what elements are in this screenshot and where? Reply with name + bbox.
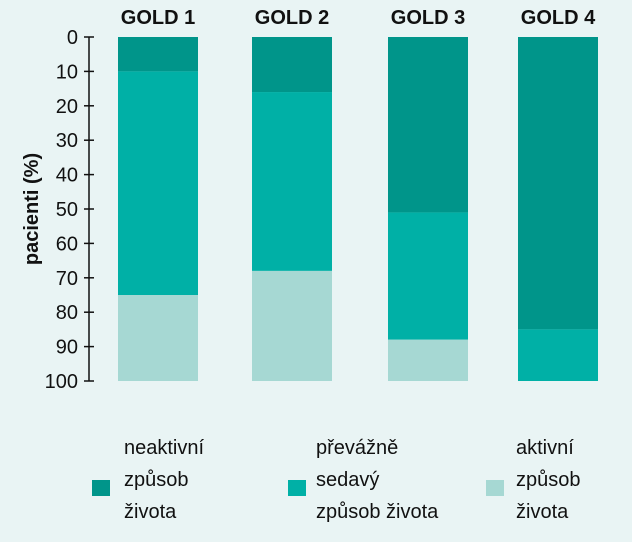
- bar-segment: [252, 270, 332, 381]
- y-tick-label: 70: [56, 268, 78, 290]
- bar-segment: [252, 37, 332, 93]
- legend-label-inactive: neaktivní způsob života: [124, 432, 204, 528]
- bar-segment: [118, 37, 198, 72]
- bar-segment: [118, 295, 198, 381]
- legend-swatch-active: [486, 480, 504, 496]
- legend-label-line: způsob života: [316, 501, 439, 523]
- stacked-bar-chart: GOLD 1 GOLD 2 GOLD 3 GOLD 4 0 10 20 30 40 50 60 70 8…: [21, 7, 598, 393]
- bar-segment: [388, 37, 468, 213]
- legend-label-line: způsob: [516, 469, 581, 491]
- bar-segment: [388, 339, 468, 381]
- legend-label-sedentary: převážně sedavý způsob života: [316, 432, 438, 528]
- legend-label-line: způsob: [124, 469, 189, 491]
- legend-label-line: sedavý: [316, 469, 380, 491]
- legend-label-line: života: [516, 501, 569, 523]
- y-tick-label: 0: [67, 27, 78, 49]
- y-tick-label: 100: [45, 371, 78, 393]
- y-tick-label: 80: [56, 302, 78, 324]
- bar-segment: [118, 71, 198, 296]
- y-tick-label: 30: [56, 130, 78, 152]
- y-tick-label: 10: [56, 61, 78, 83]
- bar-segment: [388, 212, 468, 340]
- legend-swatch-sedentary: [288, 480, 306, 496]
- legend-label-line: života: [124, 501, 177, 523]
- bar-segment: [518, 329, 598, 381]
- y-tick-label: 20: [56, 96, 78, 118]
- y-tick-label: 90: [56, 337, 78, 359]
- legend-label-line: převážně: [316, 437, 399, 459]
- legend-label-line: aktivní: [516, 437, 574, 459]
- category-label: GOLD 2: [255, 7, 329, 29]
- legend-swatch-inactive: [92, 480, 110, 496]
- y-axis-title: pacienti (%): [21, 153, 43, 265]
- y-tick-label: 50: [56, 199, 78, 221]
- category-label: GOLD 3: [391, 7, 465, 29]
- category-label: GOLD 4: [521, 7, 596, 29]
- legend-label-line: neaktivní: [124, 437, 205, 459]
- bar-segment: [518, 37, 598, 330]
- legend: neaktivní způsob života převážně sedavý …: [0, 432, 632, 542]
- legend-label-active: aktivní způsob života: [516, 432, 581, 528]
- y-tick-label: 40: [56, 165, 78, 187]
- category-label: GOLD 1: [121, 7, 195, 29]
- bar-segment: [252, 92, 332, 271]
- y-tick-label: 60: [56, 233, 78, 255]
